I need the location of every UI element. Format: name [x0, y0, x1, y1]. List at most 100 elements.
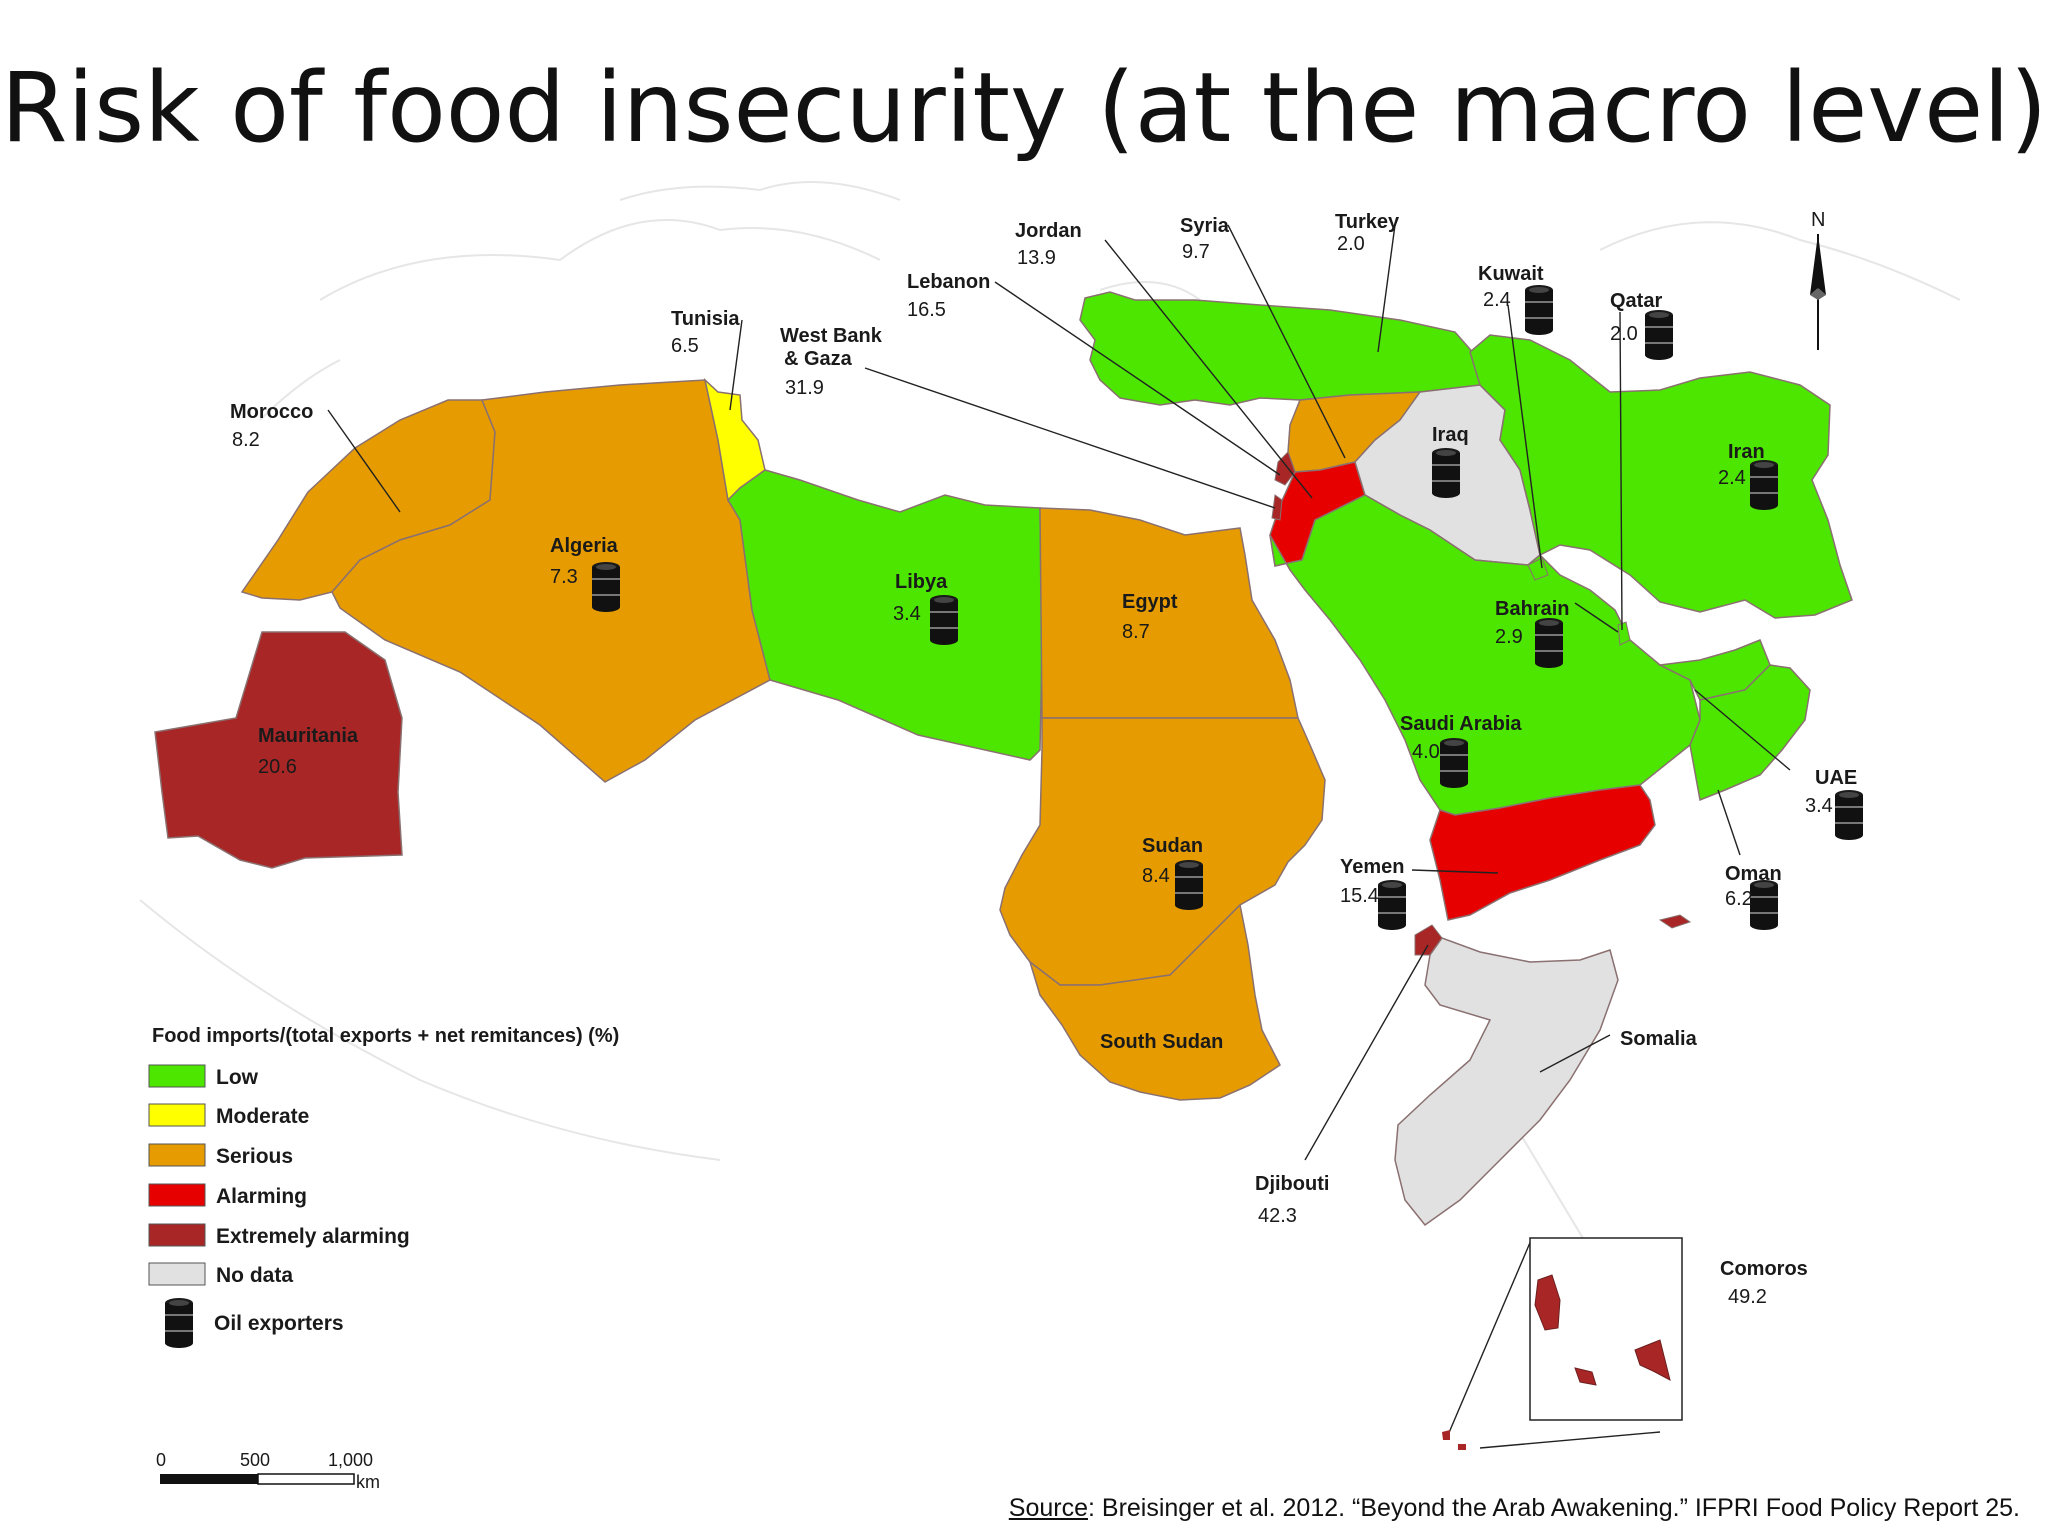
label-kuwait: Kuwait — [1478, 263, 1544, 285]
label-tunisia: Tunisia — [671, 308, 740, 330]
legend: Food imports/(total exports + net remita… — [148, 1025, 619, 1348]
label-yemen: Yemen — [1340, 856, 1404, 878]
value-mauritania: 20.6 — [258, 756, 297, 778]
source-citation: Source: Breisinger et al. 2012. “Beyond … — [1009, 1494, 2020, 1523]
value-tunisia: 6.5 — [671, 335, 699, 357]
value-turkey: 2.0 — [1337, 233, 1365, 255]
legend-item-extremely-alarming: Extremely alarming — [148, 1223, 410, 1248]
country-yemen — [1429, 784, 1656, 921]
value-saudi-arabia: 4.0 — [1412, 741, 1440, 763]
label-iraq: Iraq — [1432, 424, 1469, 446]
legend-label-low: Low — [216, 1066, 259, 1089]
label-egypt: Egypt — [1122, 591, 1178, 613]
legend-label-no-data: No data — [216, 1264, 293, 1287]
comoros-inset — [1442, 1237, 1683, 1450]
country-somalia — [1394, 937, 1619, 1227]
country-shapes — [154, 291, 1853, 1227]
value-jordan: 13.9 — [1017, 247, 1056, 269]
label-qatar: Qatar — [1610, 290, 1662, 312]
label-bahrain: Bahrain — [1495, 598, 1569, 620]
value-lebanon: 16.5 — [907, 299, 946, 321]
oil-barrel-icon — [1525, 285, 1553, 335]
value-djibouti: 42.3 — [1258, 1205, 1297, 1227]
legend-item-moderate: Moderate — [148, 1103, 309, 1128]
label-djibouti: Djibouti — [1255, 1173, 1329, 1195]
oil-barrel-icon — [1645, 310, 1673, 360]
legend-item-alarming: Alarming — [148, 1183, 307, 1208]
value-qatar: 2.0 — [1610, 323, 1638, 345]
label-west-bank-line2: & Gaza — [784, 348, 853, 370]
value-west-bank: 31.9 — [785, 377, 824, 399]
label-west-bank-line1: West Bank — [780, 325, 883, 347]
oil-barrel-icon — [165, 1298, 193, 1348]
source-text: : Breisinger et al. 2012. “Beyond the Ar… — [1088, 1494, 2020, 1522]
oil-barrel-icon — [1835, 790, 1863, 840]
scale-label-1000: 1,000 — [328, 1450, 373, 1470]
value-algeria: 7.3 — [550, 566, 578, 588]
country-egypt — [1039, 507, 1299, 719]
label-uae: UAE — [1815, 767, 1857, 789]
legend-title: Food imports/(total exports + net remita… — [152, 1025, 619, 1047]
oil-barrel-icon — [1432, 448, 1460, 498]
value-comoros: 49.2 — [1728, 1286, 1767, 1308]
value-oman: 6.2 — [1725, 888, 1753, 910]
country-labels: Morocco 8.2 Algeria 7.3 Tunisia 6.5 West… — [230, 211, 1857, 1308]
country-tunisia — [703, 377, 766, 502]
oil-barrel-icon — [592, 562, 620, 612]
oil-barrel-icon — [1378, 880, 1406, 930]
value-sudan: 8.4 — [1142, 865, 1170, 887]
label-morocco: Morocco — [230, 401, 313, 423]
country-oman — [1689, 664, 1811, 802]
country-lebanon — [1274, 451, 1296, 486]
legend-label-moderate: Moderate — [216, 1105, 309, 1128]
label-sudan: Sudan — [1142, 835, 1203, 857]
legend-label-alarming: Alarming — [216, 1185, 307, 1208]
country-libya — [727, 469, 1043, 761]
country-qatar — [1617, 621, 1631, 646]
scale-label-500: 500 — [240, 1450, 270, 1470]
label-saudi-arabia: Saudi Arabia — [1400, 713, 1522, 735]
value-uae: 3.4 — [1805, 795, 1833, 817]
legend-label-extremely-alarming: Extremely alarming — [216, 1225, 410, 1248]
legend-item-no-data: No data — [148, 1262, 293, 1287]
value-morocco: 8.2 — [232, 429, 260, 451]
value-kuwait: 2.4 — [1483, 289, 1511, 311]
legend-item-low: Low — [148, 1064, 259, 1089]
label-algeria: Algeria — [550, 535, 619, 557]
value-bahrain: 2.9 — [1495, 626, 1523, 648]
country-west-bank-gaza — [1271, 494, 1283, 521]
legend-item-oil: Oil exporters — [165, 1298, 344, 1348]
label-libya: Libya — [895, 571, 948, 593]
north-arrow: N — [1810, 209, 1826, 350]
label-oman: Oman — [1725, 863, 1782, 885]
country-turkey — [1079, 291, 1481, 406]
label-comoros: Comoros — [1720, 1258, 1808, 1280]
legend-label-serious: Serious — [216, 1145, 293, 1168]
country-iran — [1469, 334, 1853, 619]
value-yemen: 15.4 — [1340, 885, 1379, 907]
label-iran: Iran — [1728, 441, 1765, 463]
label-syria: Syria — [1180, 215, 1230, 237]
country-socotra — [1658, 914, 1692, 929]
country-kuwait — [1527, 557, 1549, 581]
slide-title: Risk of food insecurity (at the macro le… — [0, 52, 2048, 164]
label-jordan: Jordan — [1015, 220, 1082, 242]
label-south-sudan: South Sudan — [1100, 1031, 1223, 1053]
label-lebanon: Lebanon — [907, 271, 990, 293]
oil-barrel-icon — [1440, 738, 1468, 788]
label-leader-lines — [327, 224, 1791, 1449]
label-somalia: Somalia — [1620, 1028, 1698, 1050]
oil-barrel-icon — [1535, 618, 1563, 668]
scale-bar: 0 500 1,000 km — [156, 1450, 380, 1492]
oil-barrel-icon — [1175, 860, 1203, 910]
oil-barrel-icon — [930, 595, 958, 645]
scale-label-0: 0 — [156, 1450, 166, 1470]
oil-barrel-icon — [1750, 460, 1778, 510]
value-iran: 2.4 — [1718, 467, 1746, 489]
legend-label-oil: Oil exporters — [214, 1312, 344, 1335]
legend-item-serious: Serious — [148, 1143, 293, 1168]
label-turkey: Turkey — [1335, 211, 1400, 233]
value-libya: 3.4 — [893, 603, 921, 625]
value-egypt: 8.7 — [1122, 621, 1150, 643]
source-key: Source — [1008, 1494, 1088, 1522]
